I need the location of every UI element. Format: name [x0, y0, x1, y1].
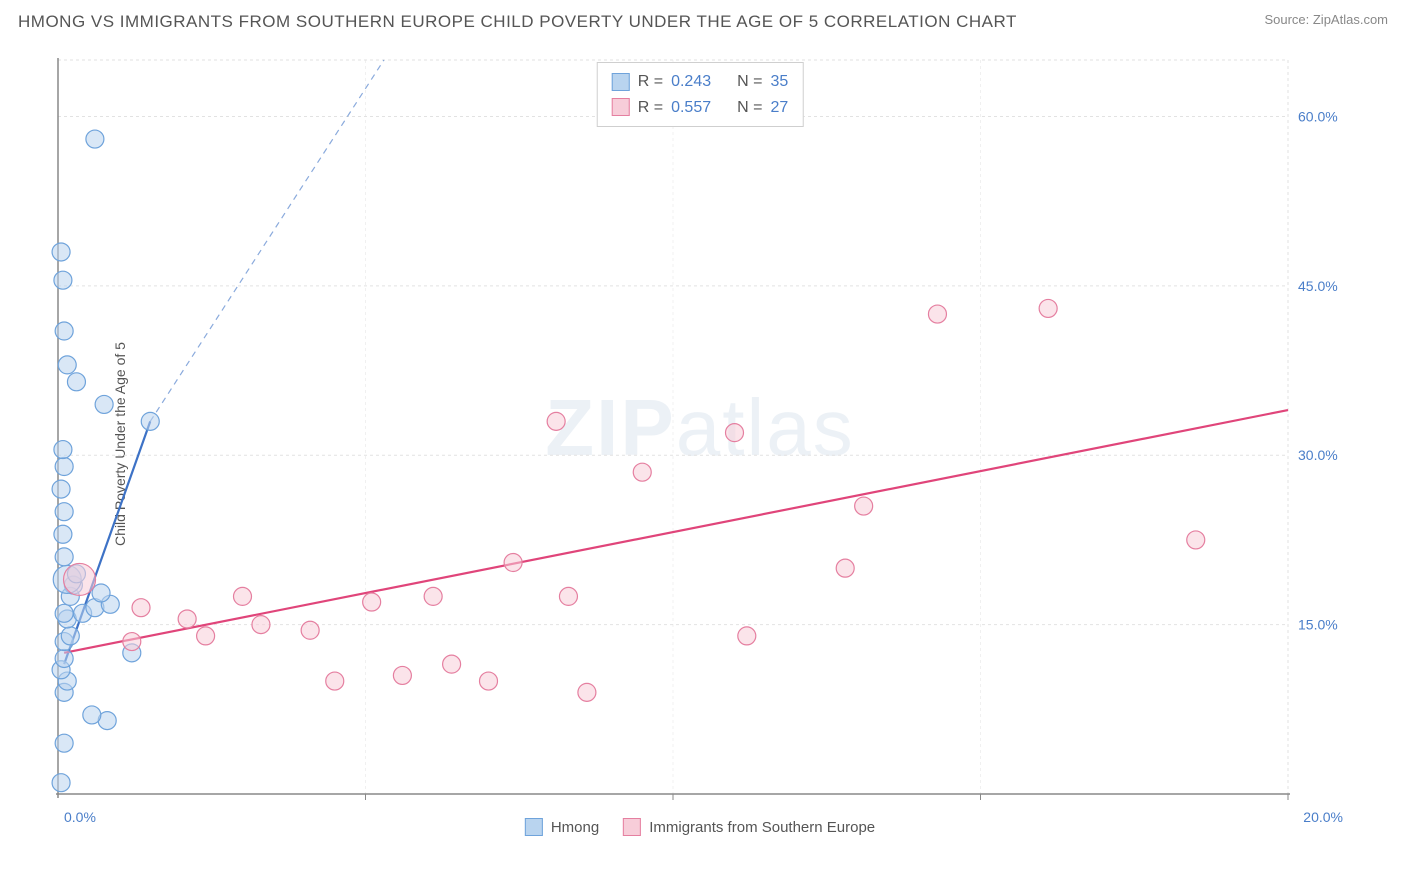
n-value: 35 [770, 69, 788, 95]
svg-text:45.0%: 45.0% [1298, 278, 1338, 294]
svg-text:20.0%: 20.0% [1303, 809, 1343, 825]
svg-text:15.0%: 15.0% [1298, 617, 1338, 633]
svg-text:0.0%: 0.0% [64, 809, 96, 825]
legend-item: Immigrants from Southern Europe [623, 818, 875, 836]
n-value: 27 [770, 95, 788, 121]
svg-text:60.0%: 60.0% [1298, 108, 1338, 124]
chart-title: HMONG VS IMMIGRANTS FROM SOUTHERN EUROPE… [18, 12, 1017, 32]
legend-swatch [612, 98, 630, 116]
legend-swatch [525, 818, 543, 836]
n-label: N = [737, 69, 762, 95]
n-label: N = [737, 95, 762, 121]
legend-swatch [623, 818, 641, 836]
legend-item: Hmong [525, 818, 599, 836]
legend-label: Immigrants from Southern Europe [649, 819, 875, 836]
series-legend: Hmong Immigrants from Southern Europe [525, 818, 875, 836]
r-label: R = [638, 95, 663, 121]
r-value: 0.243 [671, 69, 711, 95]
r-label: R = [638, 69, 663, 95]
legend-row: R = 0.243 N = 35 [612, 69, 789, 95]
r-value: 0.557 [671, 95, 711, 121]
legend-row: R = 0.557 N = 27 [612, 95, 789, 121]
scatter-plot: 15.0% 30.0% 45.0% 60.0% 0.0% 20.0% [50, 54, 1350, 834]
svg-text:30.0%: 30.0% [1298, 447, 1338, 463]
legend-label: Hmong [551, 819, 599, 836]
chart-area: Child Poverty Under the Age of 5 ZIPatla… [50, 54, 1350, 834]
correlation-legend: R = 0.243 N = 35 R = 0.557 N = 27 [597, 62, 804, 127]
source-attribution: Source: ZipAtlas.com [1264, 12, 1388, 27]
legend-swatch [612, 73, 630, 91]
